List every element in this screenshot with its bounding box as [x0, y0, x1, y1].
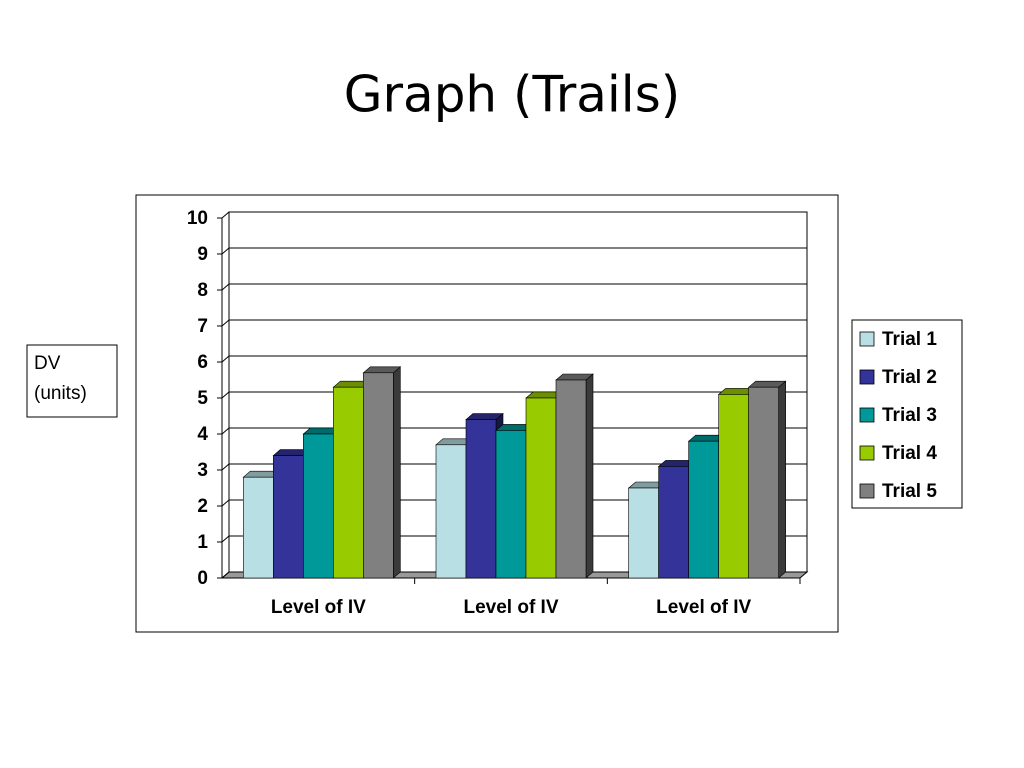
grid-depth	[221, 391, 230, 399]
bar	[495, 430, 527, 579]
x-tick-label: Level of IV	[656, 597, 751, 618]
bar	[273, 455, 304, 579]
legend-swatch	[859, 369, 875, 385]
legend-swatch	[859, 483, 875, 499]
bar	[555, 379, 587, 579]
grid-depth	[221, 427, 230, 435]
bar	[658, 466, 689, 579]
bar-top	[362, 366, 402, 374]
y-tick-label: 5	[197, 388, 208, 409]
legend-label: Trial 5	[882, 481, 937, 502]
legend-label: Trial 4	[882, 443, 937, 464]
x-tick-label: Level of IV	[463, 597, 558, 618]
x-tick-label: Level of IV	[271, 597, 366, 618]
bar	[628, 487, 659, 579]
grid-depth	[221, 247, 230, 255]
grid-depth	[221, 355, 230, 363]
legend-label: Trial 2	[882, 367, 937, 388]
y-tick-label: 9	[197, 244, 208, 265]
y-tick-label: 1	[197, 532, 208, 553]
y-tick-label: 3	[197, 460, 208, 481]
grid-depth	[221, 463, 230, 471]
grid-depth	[221, 499, 230, 507]
bar-side	[778, 380, 786, 579]
bar-top	[465, 413, 504, 420]
y-label-box	[26, 344, 118, 418]
legend-swatch	[859, 445, 875, 461]
grid-depth	[221, 283, 230, 291]
legend-swatch	[859, 407, 875, 423]
y-tick-label: 10	[187, 208, 208, 229]
y-tick-label: 7	[197, 316, 208, 337]
bar-top	[747, 380, 787, 388]
chart-title: Graph (Trails)	[344, 66, 681, 124]
y-tick-label: 8	[197, 280, 208, 301]
bar	[748, 386, 779, 579]
legend-swatch	[859, 331, 875, 347]
bar-top	[555, 373, 594, 381]
bar	[363, 372, 394, 579]
bar-side	[585, 373, 594, 579]
grid-depth	[221, 571, 230, 579]
bar	[718, 394, 749, 579]
grid-depth	[221, 535, 230, 543]
bar	[333, 386, 364, 579]
bar	[243, 476, 274, 579]
grid-depth	[221, 211, 230, 219]
legend-label: Trial 3	[882, 405, 937, 426]
y-label-wrap: DV (units)	[34, 353, 87, 404]
y-tick-label: 0	[197, 568, 208, 589]
y-label: DV (units)	[34, 353, 87, 404]
bar	[435, 444, 467, 579]
y-tick-label: 2	[197, 496, 208, 517]
bar	[465, 419, 497, 579]
legend-label: Trial 1	[882, 329, 937, 350]
y-tick-label: 6	[197, 352, 208, 373]
bar-side	[393, 366, 401, 579]
bar	[303, 433, 334, 579]
bar	[688, 440, 719, 579]
grid-depth	[221, 319, 230, 327]
y-tick-label: 4	[197, 424, 208, 445]
bar	[525, 397, 557, 579]
